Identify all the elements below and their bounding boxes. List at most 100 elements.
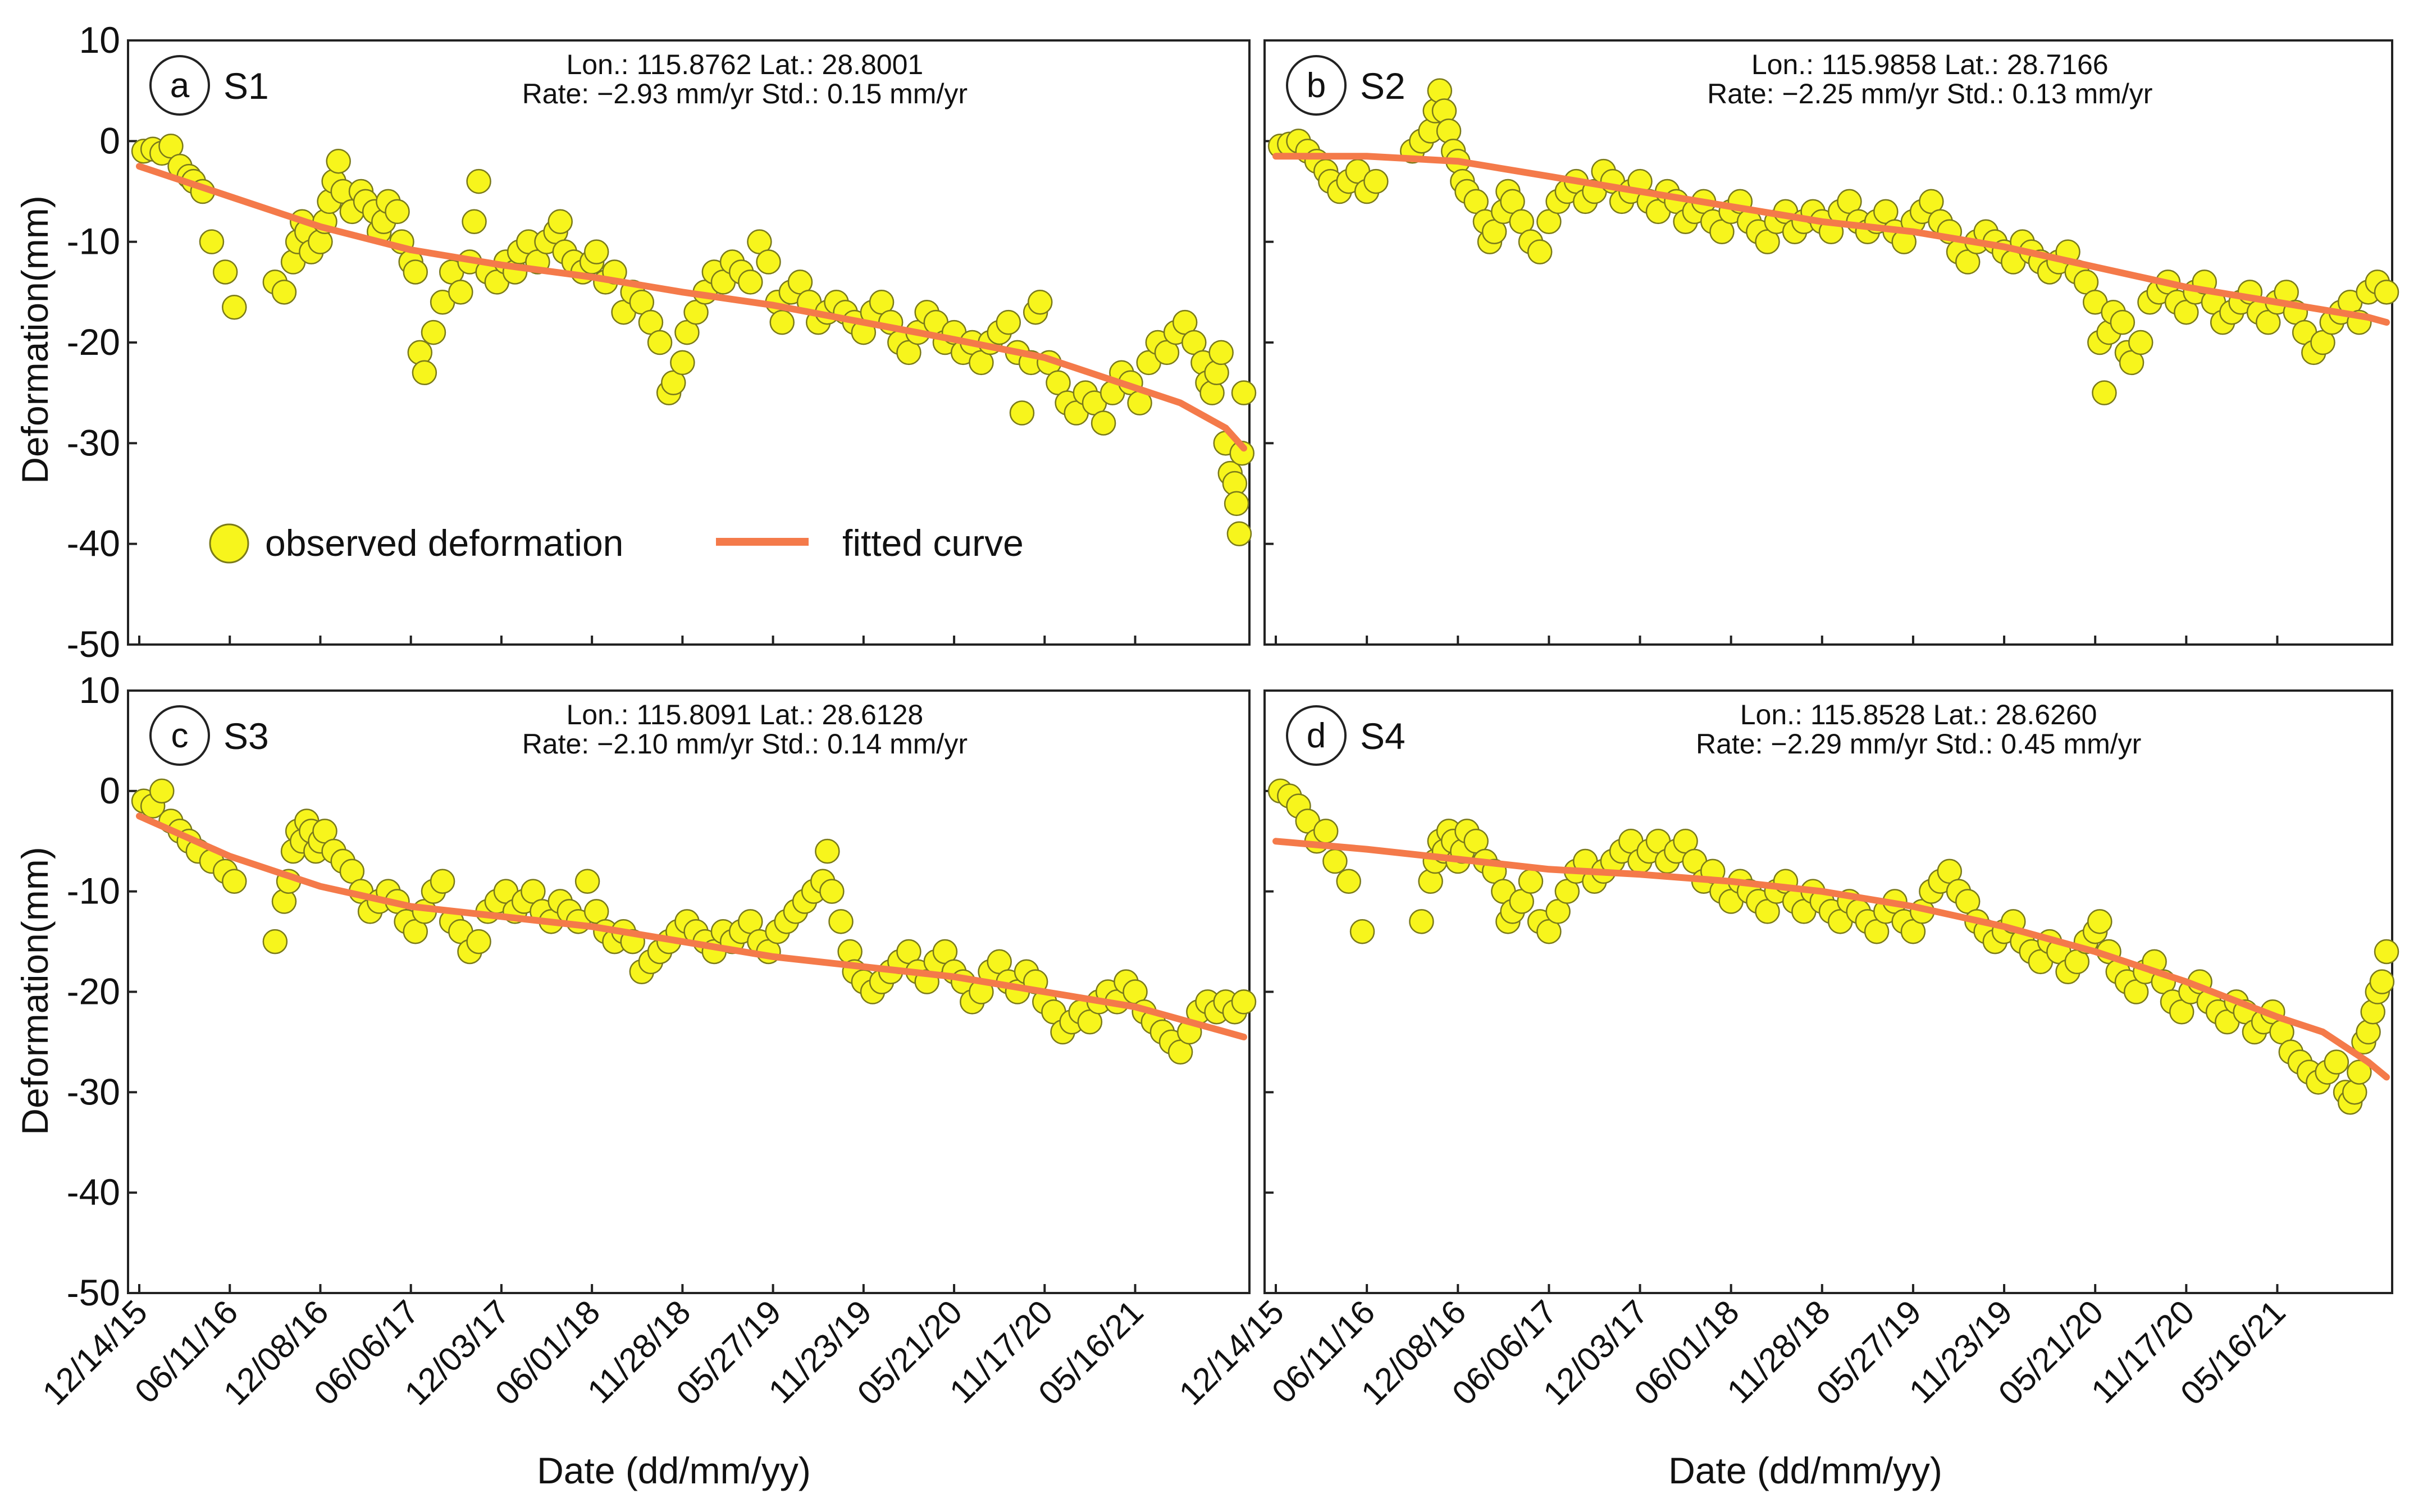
observed-point-b bbox=[2110, 309, 2136, 335]
y-tick-label-c: -30 bbox=[67, 1071, 120, 1112]
observed-point-c bbox=[1231, 989, 1257, 1015]
y-tick-label-c: -40 bbox=[67, 1171, 120, 1213]
observed-point-c bbox=[819, 879, 845, 904]
observed-point-a bbox=[222, 294, 247, 320]
legend: observed deformation fitted curve bbox=[209, 522, 1024, 564]
observed-point-d bbox=[1336, 869, 1361, 894]
y-tick-label-c: -50 bbox=[67, 1272, 120, 1313]
observed-point-a bbox=[271, 280, 297, 305]
observed-point-a bbox=[1231, 380, 1257, 405]
observed-point-c bbox=[262, 929, 288, 954]
station-coords-b: Lon.: 115.9858 Lat.: 28.7166 bbox=[1751, 49, 2109, 80]
legend-label-fitted: fitted curve bbox=[842, 522, 1024, 564]
observed-point-c bbox=[815, 838, 840, 864]
observed-point-a bbox=[996, 309, 1021, 335]
fitted-curve-c bbox=[136, 812, 1247, 1040]
station-coords-c: Lon.: 115.8091 Lat.: 28.6128 bbox=[566, 699, 923, 730]
observed-point-d bbox=[2369, 969, 2395, 994]
panel-letter-a: a bbox=[170, 66, 190, 105]
panel-name-d: S4 bbox=[1360, 715, 1406, 757]
y-tick-label-a: -10 bbox=[67, 221, 120, 262]
legend-label-observed: observed deformation bbox=[265, 522, 623, 564]
panel-label-circle-d bbox=[1286, 705, 1347, 766]
observed-point-a bbox=[1224, 491, 1249, 517]
observed-point-a bbox=[756, 249, 781, 275]
panel-name-c: S3 bbox=[223, 715, 269, 757]
observed-point-d bbox=[1349, 919, 1375, 944]
observed-point-d bbox=[2374, 939, 2399, 965]
panel-c: 10 0 -10 -20 -30 -40 -50 c S3 Lon.: 115.8091 Lat.… bbox=[67, 669, 1257, 1313]
observed-point-d bbox=[1518, 869, 1544, 894]
panel-name-a: S1 bbox=[223, 65, 269, 107]
y-axis-title-top: Deformation(mm) bbox=[14, 195, 56, 483]
observed-point-c bbox=[149, 778, 175, 804]
observed-point-a bbox=[199, 229, 225, 254]
observed-point-a bbox=[385, 199, 410, 225]
observed-point-a bbox=[1208, 340, 1234, 366]
observed-point-d bbox=[2347, 1059, 2372, 1085]
panel-label-circle-b bbox=[1286, 55, 1347, 116]
observed-point-a bbox=[769, 309, 795, 335]
y-tick-label-a: 10 bbox=[79, 19, 120, 61]
panel-a: 10 0 -10 -20 -30 -40 -50 a S1 Lon.: 115.8762 Lat.… bbox=[67, 19, 1257, 665]
observed-point-a bbox=[212, 259, 238, 285]
observed-point-b bbox=[2128, 330, 2154, 355]
y-tick-label-c: 0 bbox=[99, 770, 120, 811]
panel-name-b: S2 bbox=[1360, 65, 1406, 107]
y-tick-label-c: 10 bbox=[79, 669, 120, 711]
observed-point-d bbox=[1322, 848, 1348, 874]
y-axis-title-bottom: Deformation(mm) bbox=[14, 847, 56, 1135]
fitted-curve-d bbox=[1272, 838, 2390, 1081]
observed-point-d bbox=[2324, 1049, 2349, 1075]
station-rate-a: Rate: −2.93 mm/yr Std.: 0.15 mm/yr bbox=[522, 78, 968, 109]
observed-point-a bbox=[466, 168, 491, 194]
y-tick-label-a: -20 bbox=[67, 321, 120, 363]
panel-letter-c: c bbox=[171, 716, 189, 755]
observed-point-a bbox=[326, 148, 351, 174]
station-coords-d: Lon.: 115.8528 Lat.: 28.6260 bbox=[1740, 699, 2097, 730]
observed-point-c bbox=[430, 869, 455, 894]
y-tick-label-c: -20 bbox=[67, 971, 120, 1012]
y-tick-label-a: -50 bbox=[67, 623, 120, 665]
observed-point-d bbox=[2087, 909, 2113, 934]
fitted-curve-a bbox=[136, 163, 1247, 452]
observed-point-a bbox=[421, 319, 446, 345]
x-axis-title-left: Date (dd/mm/yy) bbox=[537, 1450, 811, 1491]
legend-marker-observed bbox=[209, 523, 249, 564]
y-tick-label-a: 0 bbox=[99, 120, 120, 161]
fitted-curve-b bbox=[1272, 153, 2390, 326]
observed-point-a bbox=[412, 360, 437, 386]
observed-point-c bbox=[222, 869, 247, 894]
panel-letter-b: b bbox=[1307, 66, 1326, 105]
observed-point-a bbox=[462, 209, 487, 235]
observed-point-c bbox=[466, 929, 491, 954]
observed-point-a bbox=[670, 350, 695, 376]
station-rate-b: Rate: −2.25 mm/yr Std.: 0.13 mm/yr bbox=[1707, 78, 2152, 109]
observed-point-d bbox=[1313, 819, 1339, 844]
observed-point-a bbox=[738, 269, 763, 295]
x-axis-title-right: Date (dd/mm/yy) bbox=[1668, 1450, 1942, 1491]
station-coords-a: Lon.: 115.8762 Lat.: 28.8001 bbox=[566, 49, 923, 80]
observed-point-b bbox=[1363, 168, 1389, 194]
observed-point-a bbox=[1226, 521, 1252, 546]
y-tick-label-c: -10 bbox=[67, 870, 120, 912]
observed-point-a bbox=[403, 259, 428, 285]
panel-label-circle-a bbox=[149, 55, 210, 116]
observed-point-a bbox=[548, 209, 573, 235]
observed-point-a bbox=[1091, 410, 1116, 436]
observed-point-a bbox=[583, 239, 609, 264]
observed-point-b bbox=[2374, 280, 2399, 305]
observed-point-c bbox=[574, 869, 600, 894]
observed-point-a bbox=[448, 280, 473, 305]
observed-point-d bbox=[1409, 909, 1434, 934]
observed-point-a bbox=[647, 330, 673, 355]
observed-point-b bbox=[1527, 239, 1553, 264]
observed-point-a bbox=[1027, 290, 1053, 315]
station-rate-d: Rate: −2.29 mm/yr Std.: 0.45 mm/yr bbox=[1696, 728, 2141, 760]
observed-point-c bbox=[828, 909, 854, 934]
y-tick-label-a: -40 bbox=[67, 523, 120, 564]
panel-letter-d: d bbox=[1307, 716, 1326, 755]
station-rate-c: Rate: −2.10 mm/yr Std.: 0.14 mm/yr bbox=[522, 728, 968, 760]
